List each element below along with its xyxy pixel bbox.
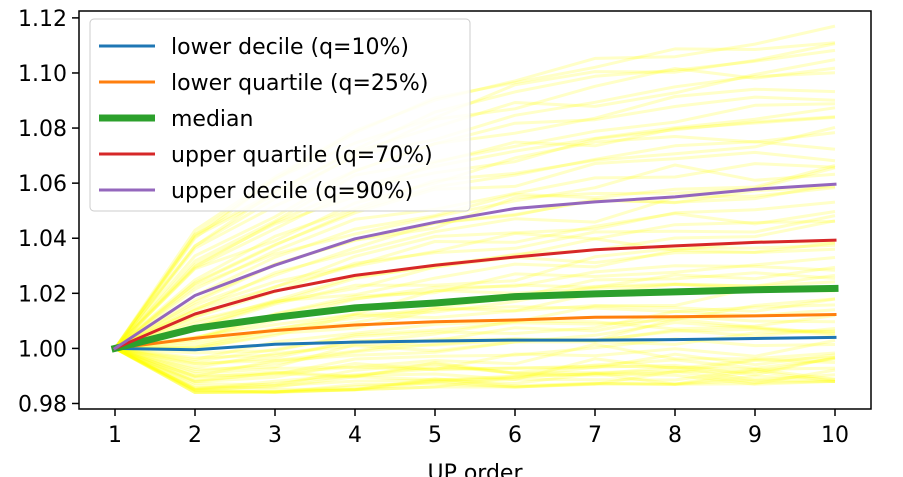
y-tick-label: 1.04 (18, 227, 67, 252)
trajectory-line (114, 347, 836, 384)
trajectory-line (113, 131, 836, 350)
trajectory-line (114, 337, 836, 378)
legend-label: upper quartile (q=70%) (171, 143, 433, 168)
trajectory-line (114, 280, 836, 350)
x-tick-label: 3 (268, 423, 282, 448)
series-line (113, 312, 837, 351)
trajectory-line (114, 347, 836, 394)
trajectory-line (114, 314, 836, 366)
y-tick-label: 1.10 (18, 62, 67, 87)
trajectory-line (114, 347, 836, 390)
series-line (113, 335, 837, 352)
trajectory-line (114, 286, 836, 350)
x-tick-label: 5 (428, 423, 442, 448)
trajectory-line (114, 321, 836, 370)
legend-label: upper decile (q=90%) (171, 179, 413, 204)
x-axis-label: UP order (427, 461, 523, 477)
trajectory-line (114, 140, 836, 350)
series-layer (110, 182, 839, 353)
x-tick-label: 7 (588, 423, 602, 448)
trajectory-line (113, 58, 836, 350)
y-tick-label: 1.00 (18, 337, 67, 362)
trajectory-line (113, 115, 836, 350)
trajectory-line (114, 282, 836, 350)
trajectory-line (114, 125, 836, 350)
trajectory-line (114, 347, 836, 394)
legend-box (89, 18, 471, 212)
legend-label: median (171, 107, 253, 132)
trajectory-line (114, 297, 836, 361)
trajectory-line (113, 48, 836, 350)
trajectory-line (114, 347, 836, 391)
x-tick-label: 9 (748, 423, 762, 448)
trajectory-line (114, 297, 836, 355)
trajectory-line (113, 106, 836, 350)
trajectory-line (114, 347, 836, 391)
x-tick-label: 4 (348, 423, 362, 448)
y-tick-label: 0.98 (18, 392, 67, 417)
trajectory-line (114, 342, 836, 376)
y-tick-label: 1.08 (18, 117, 67, 142)
trajectory-line (114, 182, 836, 350)
legend-label: lower decile (q=10%) (171, 35, 409, 60)
trajectory-line (114, 347, 836, 391)
legend: lower decile (q=10%) lower quartile (q=25… (89, 18, 471, 212)
trajectory-line (114, 166, 836, 350)
x-tick-label: 1 (108, 423, 122, 448)
trajectory-line (114, 347, 836, 394)
trajectory-line (114, 347, 836, 392)
series-line (113, 238, 837, 351)
trajectory-line (113, 87, 836, 350)
trajectory-line (114, 347, 836, 394)
trajectory-line (114, 314, 836, 360)
trajectory-line (114, 308, 836, 364)
trajectory-line (113, 95, 836, 350)
trajectory-line (114, 200, 836, 350)
x-axis: 1 2 3 4 5 6 7 8 9 10 (108, 409, 849, 448)
trajectory-line (114, 265, 836, 350)
series-line (112, 182, 837, 351)
trajectory-line (114, 210, 836, 350)
y-tick-label: 1.12 (18, 7, 67, 32)
trajectory-line (114, 347, 836, 387)
plot-frame (78, 10, 872, 410)
trajectory-line (114, 338, 836, 383)
trajectory-line (114, 243, 836, 350)
trajectory-line (114, 346, 836, 379)
x-tick-label: 2 (188, 423, 202, 448)
trajectory-line (114, 163, 836, 350)
x-tick-label: 6 (508, 423, 522, 448)
trajectory-line (114, 347, 836, 382)
trajectory-line (114, 162, 836, 350)
trajectory-line (114, 303, 836, 351)
trajectory-line (114, 264, 836, 350)
trajectory-band (113, 24, 836, 394)
trajectory-line (113, 71, 836, 350)
trajectory-line (113, 66, 836, 350)
series-line (110, 284, 839, 353)
trajectory-line (114, 164, 836, 350)
trajectory-line (114, 186, 836, 350)
trajectory-line (114, 273, 836, 350)
trajectory-line (114, 214, 836, 350)
legend-label: lower quartile (q=25%) (171, 71, 428, 96)
y-axis: 0.98 1.00 1.02 1.04 1.06 1.08 1.10 1.12 (18, 7, 79, 417)
x-tick-label: 8 (668, 423, 682, 448)
trajectory-line (113, 115, 836, 350)
trajectory-line (114, 150, 836, 350)
y-tick-label: 1.02 (18, 282, 67, 307)
trajectory-line (114, 247, 836, 350)
trajectory-line (114, 185, 836, 350)
x-tick-label: 10 (821, 423, 849, 448)
y-tick-label: 1.06 (18, 172, 67, 197)
trajectory-line (113, 102, 836, 350)
trajectory-line (114, 327, 836, 371)
trajectory-line (114, 347, 836, 394)
trajectory-line (114, 347, 836, 394)
